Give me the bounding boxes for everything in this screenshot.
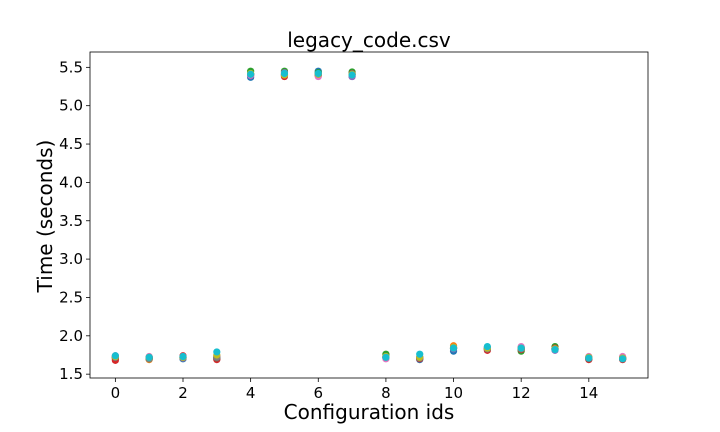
data-point [348, 71, 356, 79]
x-tick-label: 10 [444, 384, 463, 402]
y-tick-label: 3.5 [59, 212, 83, 230]
data-point [280, 69, 289, 78]
y-tick-label: 2.0 [59, 327, 83, 345]
data-point [416, 350, 424, 358]
x-tick-label: 12 [512, 384, 531, 402]
x-axis: 0 2 4 6 8 10 12 14 [111, 378, 598, 402]
data-point [314, 69, 322, 78]
data-point [483, 342, 491, 351]
x-tick-label: 14 [579, 384, 598, 402]
plot-frame [89, 51, 649, 379]
chart-title: legacy_code.csv [287, 28, 451, 52]
y-tick-label: 4.0 [59, 173, 83, 191]
data-point [382, 353, 390, 361]
data-point [619, 355, 627, 363]
x-tick-label: 2 [178, 384, 188, 402]
x-tick-label: 0 [111, 384, 121, 402]
points-layer [111, 67, 627, 364]
y-tick-label: 4.5 [59, 135, 83, 153]
y-tick-label: 2.5 [59, 288, 83, 306]
data-point [111, 352, 119, 360]
x-tick-label: 8 [381, 384, 391, 402]
data-point [247, 70, 255, 78]
y-tick-label: 5.0 [59, 97, 83, 115]
x-tick-label: 4 [246, 384, 256, 402]
data-point [449, 344, 458, 352]
data-point [179, 352, 187, 361]
data-point [585, 354, 593, 362]
y-tick-label: 5.5 [59, 58, 83, 76]
y-axis: 1.5 2.0 2.5 3.0 3.5 4.0 4.5 5.0 5.5 [59, 58, 90, 383]
y-axis-label: Time (seconds) [33, 140, 57, 294]
x-axis-label: Configuration ids [284, 400, 455, 424]
y-tick-label: 1.5 [59, 365, 83, 383]
data-point [551, 346, 559, 354]
data-point [213, 348, 221, 356]
x-tick-label: 6 [313, 384, 323, 402]
y-tick-label: 3.0 [59, 250, 83, 268]
data-point [517, 344, 525, 352]
data-point [145, 353, 153, 361]
